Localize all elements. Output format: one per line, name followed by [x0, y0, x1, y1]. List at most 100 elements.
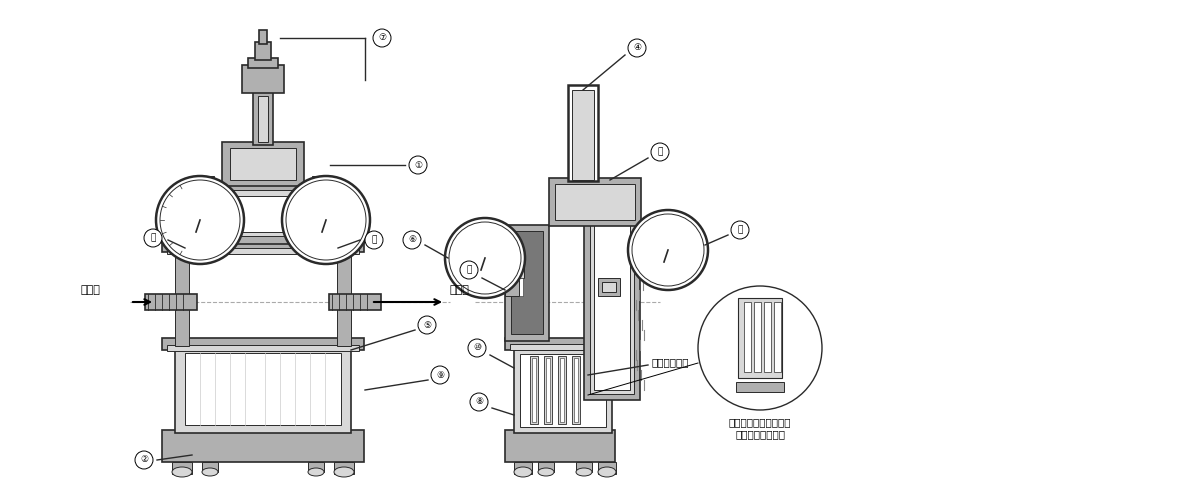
Bar [514, 248, 524, 278]
Bar [311, 176, 329, 194]
Bar [175, 345, 351, 433]
Bar [202, 462, 218, 472]
Bar [222, 142, 304, 186]
Bar [736, 382, 783, 392]
Bar [544, 356, 552, 424]
Ellipse shape [173, 467, 192, 477]
Circle shape [409, 156, 426, 174]
Bar [334, 462, 353, 474]
Bar [145, 294, 196, 310]
Text: ⑬: ⑬ [371, 236, 376, 244]
Bar [506, 338, 615, 350]
Bar [546, 358, 550, 422]
Bar [530, 356, 538, 424]
Bar [167, 248, 359, 254]
Bar [337, 248, 351, 346]
Bar [510, 344, 610, 350]
Ellipse shape [576, 468, 592, 476]
Circle shape [470, 393, 488, 411]
Text: 入口側: 入口側 [80, 285, 99, 295]
Circle shape [373, 29, 391, 47]
Text: ⑩: ⑩ [473, 344, 482, 352]
Text: ミスト発生部: ミスト発生部 [652, 357, 690, 367]
Circle shape [144, 229, 162, 247]
Bar [520, 354, 606, 427]
Bar [248, 58, 278, 68]
Bar [200, 182, 326, 244]
Circle shape [444, 218, 525, 298]
Bar [308, 462, 323, 472]
Text: ⑭: ⑭ [737, 226, 743, 234]
Bar [253, 90, 273, 145]
Text: ⑥: ⑥ [409, 236, 416, 244]
Circle shape [418, 316, 436, 334]
Circle shape [633, 214, 704, 286]
Circle shape [156, 176, 244, 264]
Circle shape [460, 261, 478, 279]
Bar [175, 248, 189, 346]
Text: ミスト発生ノズル詳細: ミスト発生ノズル詳細 [728, 417, 791, 427]
Bar [162, 338, 364, 350]
Bar [259, 30, 267, 44]
Bar [167, 345, 359, 351]
Bar [162, 240, 364, 252]
Bar [329, 294, 381, 310]
Bar [603, 282, 616, 292]
Bar [559, 358, 564, 422]
Bar [574, 358, 577, 422]
Text: ⑧: ⑧ [474, 398, 483, 406]
Ellipse shape [514, 467, 532, 477]
Bar [594, 210, 630, 390]
Bar [173, 462, 192, 474]
Circle shape [161, 180, 240, 260]
Bar [598, 462, 616, 474]
Circle shape [286, 180, 367, 260]
Text: ⑨: ⑨ [436, 370, 444, 380]
Text: ⑪: ⑪ [658, 148, 662, 156]
Text: （ミスト発生部）: （ミスト発生部） [736, 429, 785, 439]
Circle shape [282, 176, 370, 264]
Ellipse shape [308, 468, 323, 476]
Bar [571, 90, 594, 180]
Bar [639, 258, 652, 276]
Bar [744, 302, 751, 372]
Bar [184, 353, 341, 425]
Circle shape [698, 286, 822, 410]
Text: ②: ② [140, 456, 149, 464]
Bar [738, 298, 782, 378]
Circle shape [628, 39, 646, 57]
Circle shape [365, 231, 383, 249]
Bar [589, 206, 634, 394]
Ellipse shape [598, 467, 616, 477]
Circle shape [431, 366, 449, 384]
Bar [208, 190, 317, 236]
Bar [774, 302, 781, 372]
Text: 出口側: 出口側 [450, 285, 470, 295]
Bar [558, 356, 565, 424]
Circle shape [135, 451, 153, 469]
Circle shape [731, 221, 749, 239]
Text: ④: ④ [633, 44, 641, 52]
Bar [515, 278, 524, 296]
Bar [583, 200, 640, 400]
Bar [162, 430, 364, 462]
Text: ⑦: ⑦ [377, 34, 386, 42]
Bar [196, 176, 214, 194]
Bar [218, 196, 308, 232]
Text: ⑫: ⑫ [466, 266, 472, 274]
Bar [242, 65, 284, 93]
Bar [549, 178, 641, 226]
Circle shape [628, 210, 708, 290]
Ellipse shape [334, 467, 353, 477]
Bar [506, 225, 549, 341]
Bar [506, 430, 615, 462]
Circle shape [651, 143, 668, 161]
Bar [576, 462, 592, 472]
Bar [514, 348, 612, 433]
Bar [598, 278, 621, 296]
Circle shape [449, 222, 521, 294]
Bar [568, 85, 598, 181]
Bar [230, 148, 296, 180]
Ellipse shape [202, 468, 218, 476]
Bar [555, 184, 635, 220]
